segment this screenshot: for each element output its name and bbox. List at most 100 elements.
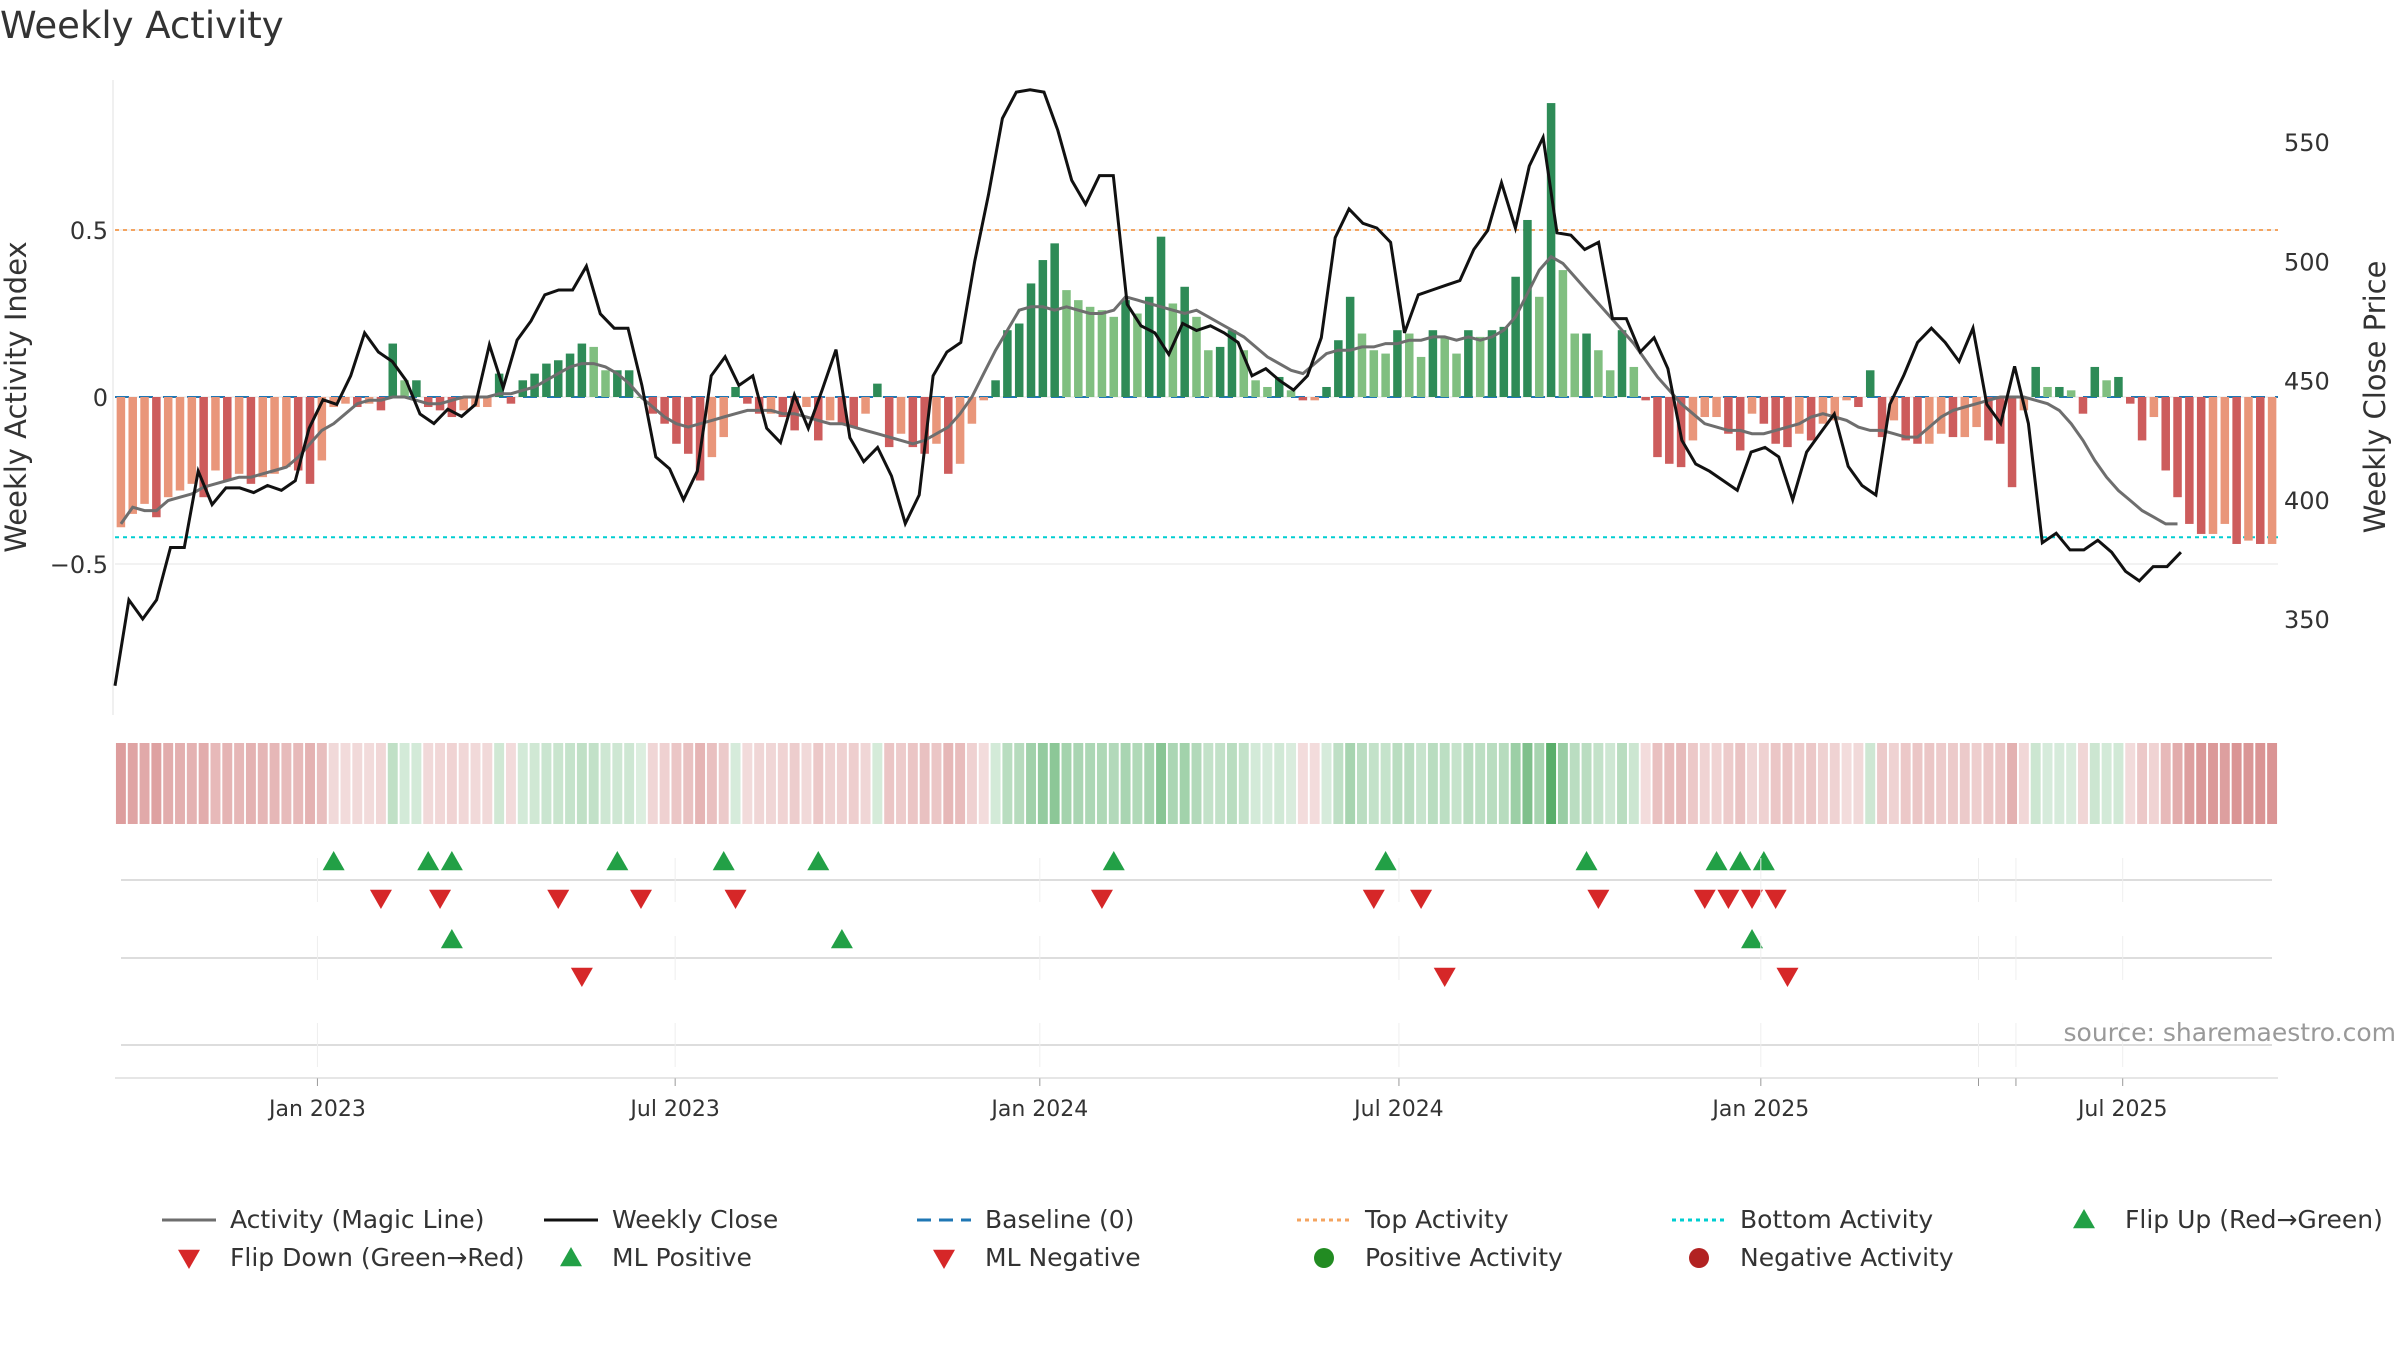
activity-bar [932,397,941,444]
activity-bar [1322,386,1331,397]
heat-cell [600,743,611,824]
heat-cell [1676,743,1687,824]
activity-bar [163,397,173,498]
heat-cell [636,743,646,824]
magic-line-up-marker [440,929,463,949]
activity-bar [2137,397,2147,441]
flip-up-marker [807,851,830,871]
activity-bar [1960,397,1970,438]
activity-heat-strip [115,743,2278,824]
y2-tick-label: 550 [2284,129,2330,157]
magic-line-up-marker [830,929,853,949]
heat-cell [2030,743,2041,824]
heat-cell [730,743,741,824]
activity-bar [400,380,409,397]
magic-line-down-marker [1433,967,1456,987]
activity-bar [1440,336,1449,397]
legend-label: Flip Up (Red→Green) [2125,1205,2383,1234]
x-tick-label: Jul 2024 [1352,1097,1444,1122]
activity-bar [1759,397,1769,424]
heat-cell [1345,743,1356,824]
activity-bar [1771,397,1780,444]
heat-cell [1522,743,1533,824]
activity-bar [2220,397,2230,524]
activity-bar [1227,330,1237,397]
heat-cell [2054,743,2065,824]
activity-bar [1984,397,1993,441]
activity-bar [412,380,421,397]
activity-bar [494,373,504,397]
heat-cell [1203,743,1214,824]
flip-up-marker [1705,851,1728,871]
activity-bar [258,397,268,478]
heat-cell [1628,743,1639,824]
activity-bar [388,343,398,397]
activity-bar [1747,397,1757,414]
activity-bar [506,397,516,404]
x-tick-label: Jan 2023 [267,1097,366,1122]
activity-bar [1393,330,1402,397]
heat-cell [553,743,564,824]
flip-down-marker [1362,889,1385,909]
heat-cell [127,743,138,824]
activity-bar [873,383,882,397]
heat-cell [1912,743,1923,824]
heat-cell [1463,743,1474,824]
heat-cell [1439,743,1450,824]
activity-bar [1369,350,1379,397]
heat-cell [766,743,776,824]
activity-bar [2208,397,2218,534]
heat-cell [1368,743,1379,824]
flip-down-marker [547,889,570,909]
heat-cell [1416,743,1427,824]
heat-cell [340,743,351,824]
flip-up-marker [440,851,463,871]
activity-bar [955,397,965,464]
flip-down-marker [1090,889,1113,909]
activity-bar [447,397,457,418]
heat-cell [1652,743,1663,824]
red-dot-icon [1689,1247,1709,1268]
heat-cell [1392,743,1403,824]
activity-bar [896,397,906,434]
heat-cell [328,743,339,824]
heat-cell [1569,743,1580,824]
red-down-triangle-icon [933,1249,955,1269]
legend-label: Activity (Magic Line) [230,1205,485,1234]
heat-cell [115,743,126,824]
heat-cell [836,743,847,824]
activity-bar [2232,397,2241,544]
activity-bar [1511,276,1520,397]
activity-bar [223,397,232,481]
activity-bar [1038,260,1048,397]
heat-cell [2078,743,2088,824]
activity-bar [1050,243,1059,397]
heat-cell [1782,743,1793,824]
activity-bar [814,397,823,441]
activity-bar [1239,350,1249,397]
heat-cell [1995,743,2006,824]
activity-bar [2173,397,2182,498]
heat-cell [505,743,516,824]
activity-bar [1204,350,1213,397]
heat-cell [1841,743,1852,824]
activity-bar [672,397,681,444]
heat-cell [1274,743,1285,824]
activity-bar [920,397,929,454]
activity-bar [707,397,717,458]
activity-bar [1298,397,1308,401]
legend-item: Flip Down (Green→Red) [160,1243,525,1272]
activity-bar [2007,397,2017,488]
legend-label: Flip Down (Green→Red) [230,1243,525,1272]
activity-bar [1605,370,1615,397]
activity-bar [1192,316,1201,397]
activity-bar [1014,323,1024,397]
activity-bar [837,397,847,424]
heat-cell [695,743,706,824]
activity-bar [1558,270,1568,397]
activity-bar [601,370,610,397]
flip-up-marker [1102,851,1125,871]
heat-cell [1404,743,1415,824]
heat-cell [1605,743,1616,824]
y2-tick-label: 350 [2284,606,2330,634]
